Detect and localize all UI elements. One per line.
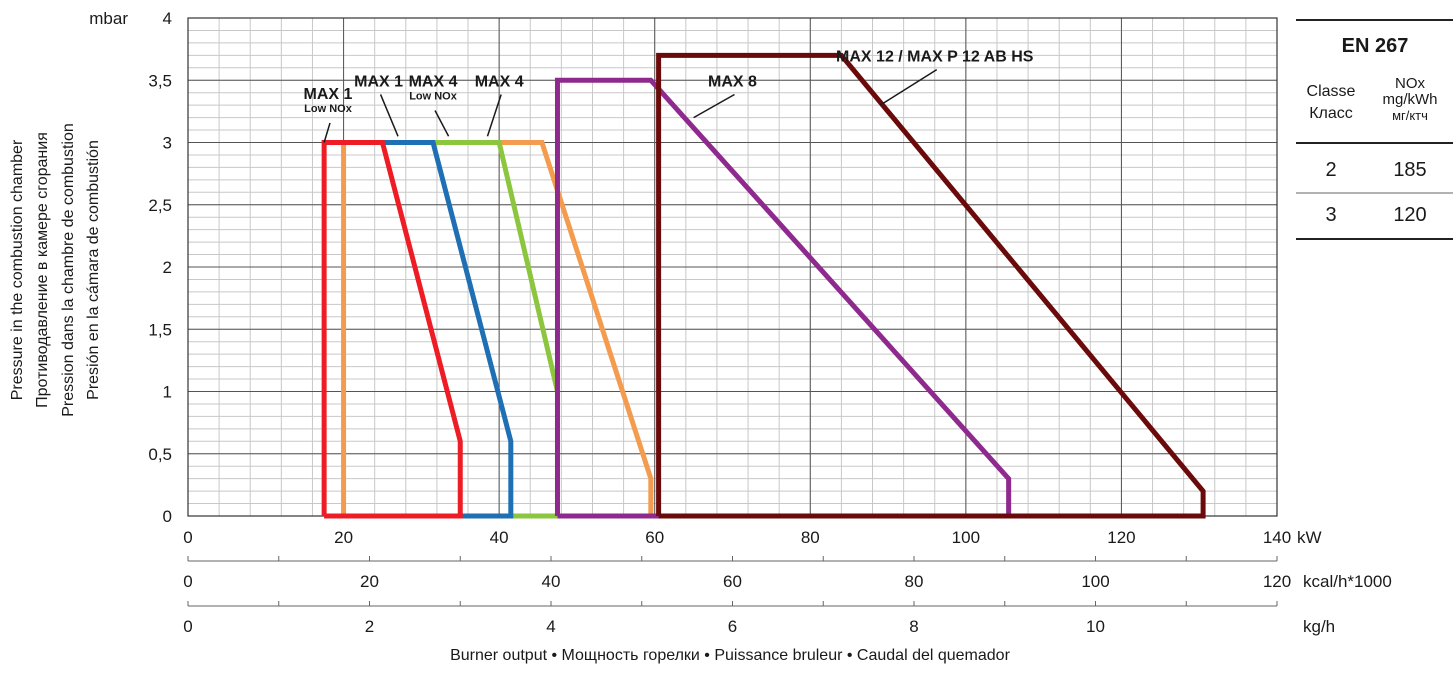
y-tick-label: 1,5	[148, 320, 172, 339]
annotation-leader	[323, 122, 331, 143]
secondary-tick-label: 0	[183, 572, 192, 591]
table-cell-class: 3	[1325, 204, 1336, 226]
annotation-label: MAX 1	[304, 86, 353, 103]
annotation-leader	[879, 68, 938, 106]
y-axis-title-line: Pressure in the combustion chamber	[9, 139, 26, 400]
secondary-tick-label: 0	[183, 617, 192, 636]
secondary-tick-label: 100	[1081, 572, 1109, 591]
annotation-leader	[434, 110, 450, 137]
secondary-tick-label: 2	[365, 617, 374, 636]
annotation-label: MAX 4	[409, 73, 458, 90]
secondary-tick-label: 6	[728, 617, 737, 636]
x-tick-label: 100	[952, 528, 980, 547]
y-tick-label: 2	[163, 258, 172, 277]
annotation-sublabel: Low NOx	[409, 90, 458, 102]
y-tick-label: 1	[163, 383, 172, 402]
y-axis-title-line: Противодавление в камере сгорания	[34, 132, 51, 408]
annotation-sublabel: Low NOx	[304, 103, 353, 115]
annotation-leader	[379, 94, 399, 137]
secondary-tick-label: 20	[360, 572, 379, 591]
secondary-tick-label: 10	[1086, 617, 1105, 636]
secondary-axis-unit: kg/h	[1303, 617, 1335, 636]
y-tick-label: 3,5	[148, 71, 172, 90]
secondary-tick-label: 60	[723, 572, 742, 591]
annotation-leader	[486, 94, 502, 137]
series-line-4	[656, 52, 1206, 519]
table-cell-class: 2	[1325, 159, 1336, 181]
y-tick-label: 2,5	[148, 196, 172, 215]
x-tick-label: 80	[801, 528, 820, 547]
secondary-tick-label: 80	[905, 572, 924, 591]
series-line-2	[382, 140, 514, 519]
y-tick-label: 3	[163, 134, 172, 153]
series-line-5	[321, 140, 463, 519]
table-col1-header: Класс	[1309, 105, 1353, 122]
table-title: EN 267	[1342, 35, 1409, 57]
series-line-3	[554, 77, 1012, 519]
x-tick-label: 40	[490, 528, 509, 547]
table-col2-header: NOx	[1395, 75, 1426, 92]
secondary-tick-label: 120	[1263, 572, 1291, 591]
x-tick-label: 0	[183, 528, 192, 547]
y-axis-title-line: Presión en la cámara de combustión	[85, 140, 102, 400]
series-line-0	[341, 140, 654, 516]
x-tick-label: 60	[645, 528, 664, 547]
y-tick-label: 4	[163, 9, 172, 28]
annotation-label: MAX 4	[475, 73, 524, 90]
secondary-tick-label: 8	[909, 617, 918, 636]
annotation-leader	[693, 93, 735, 119]
x-unit-label: kW	[1297, 528, 1322, 547]
y-tick-label: 0,5	[148, 445, 172, 464]
table-col2-header: mg/kWh	[1382, 91, 1437, 108]
table-col1-header: Classe	[1307, 83, 1356, 100]
table-cell-nox: 120	[1393, 204, 1426, 226]
secondary-axis-unit: kcal/h*1000	[1303, 572, 1392, 591]
table-col2-header: мг/ктч	[1392, 108, 1428, 123]
secondary-tick-label: 40	[542, 572, 561, 591]
x-tick-label: 140	[1263, 528, 1291, 547]
x-tick-label: 20	[334, 528, 353, 547]
y-unit-label: mbar	[89, 9, 128, 28]
y-axis-title-line: Pression dans la chambre de combustion	[60, 123, 77, 417]
table-cell-nox: 185	[1393, 159, 1426, 181]
annotation-label: MAX 12 / MAX P 12 AB HS	[836, 49, 1034, 66]
annotation-label: MAX 1	[354, 73, 403, 90]
y-tick-label: 0	[163, 507, 172, 526]
x-tick-label: 120	[1107, 528, 1135, 547]
secondary-tick-label: 4	[546, 617, 555, 636]
x-axis-title: Burner output • Мощность горелки • Puiss…	[450, 647, 1011, 664]
annotation-label: MAX 8	[708, 73, 757, 90]
